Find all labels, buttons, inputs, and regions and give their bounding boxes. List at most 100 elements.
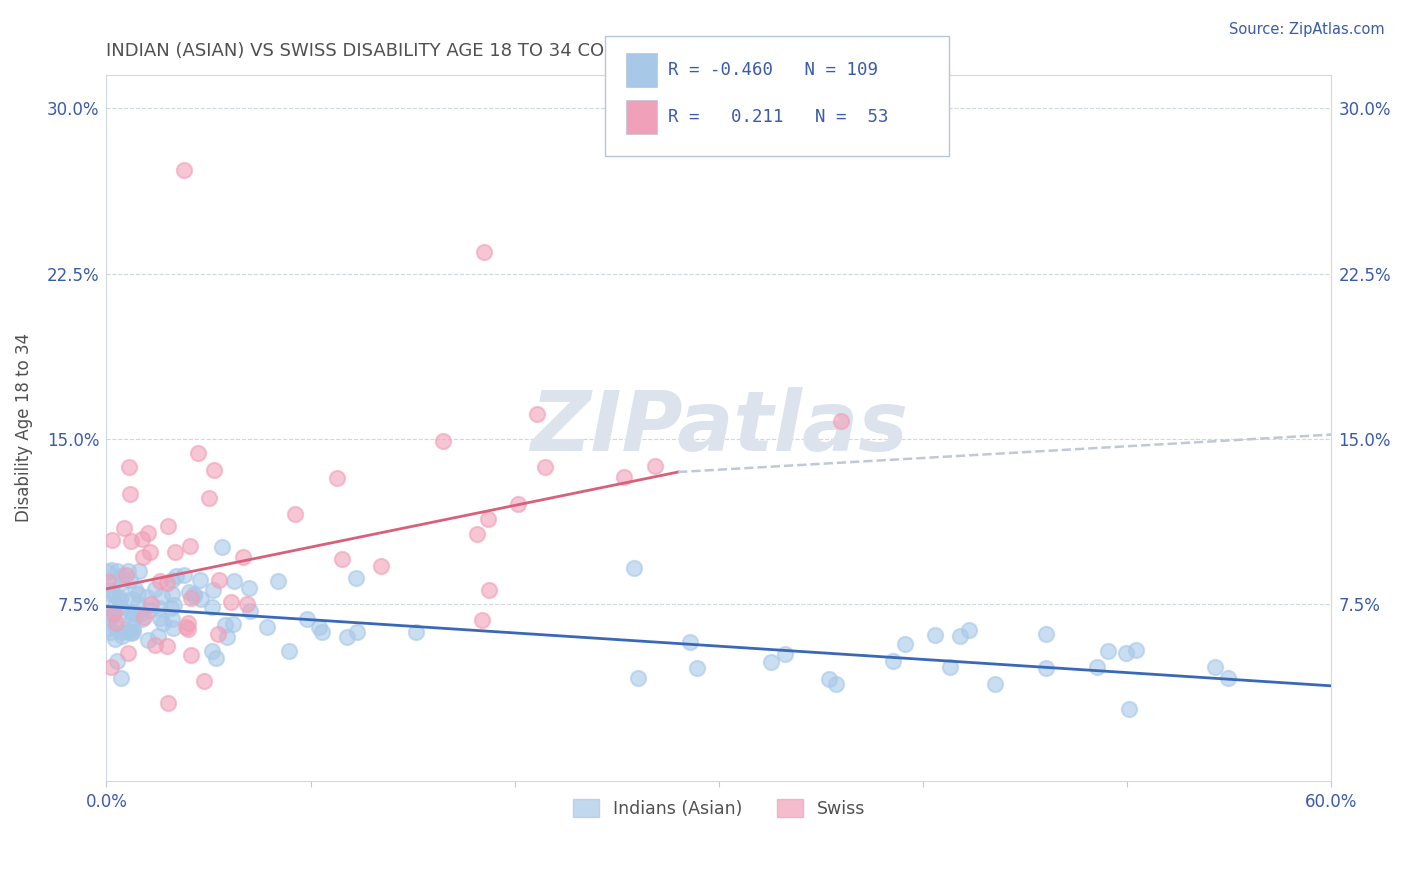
- Point: [132, 549, 155, 564]
- Point: [97, 566, 120, 580]
- Point: [882, 654, 904, 668]
- Text: Source: ZipAtlas.com: Source: ZipAtlas.com: [1229, 22, 1385, 37]
- Point: [149, 574, 172, 589]
- Point: [238, 581, 260, 595]
- Point: [221, 617, 243, 632]
- Point: [135, 590, 157, 604]
- Point: [160, 586, 183, 600]
- Point: [370, 558, 392, 573]
- Point: [188, 574, 211, 588]
- Point: [326, 470, 349, 484]
- Point: [132, 610, 155, 624]
- Point: [405, 625, 427, 640]
- Point: [478, 582, 501, 597]
- Point: [127, 597, 149, 611]
- Point: [1204, 660, 1226, 674]
- Y-axis label: Disability Age 18 to 34: Disability Age 18 to 34: [15, 334, 32, 523]
- Point: [104, 632, 127, 647]
- Point: [201, 644, 224, 658]
- Point: [472, 244, 495, 259]
- Point: [129, 607, 152, 622]
- Point: [232, 550, 254, 565]
- Point: [183, 589, 205, 603]
- Point: [118, 574, 141, 588]
- Point: [219, 595, 242, 609]
- Point: [344, 570, 367, 584]
- Point: [120, 533, 142, 548]
- Point: [193, 673, 215, 688]
- Point: [1218, 671, 1240, 685]
- Point: [120, 487, 142, 501]
- Point: [1097, 644, 1119, 658]
- Point: [506, 497, 529, 511]
- Point: [180, 648, 202, 663]
- Point: [111, 629, 134, 643]
- Point: [148, 600, 170, 615]
- Point: [107, 593, 129, 607]
- Point: [101, 577, 124, 591]
- Point: [311, 624, 333, 639]
- Point: [104, 616, 127, 631]
- Point: [98, 611, 121, 625]
- Point: [149, 610, 172, 624]
- Point: [118, 460, 141, 475]
- Point: [948, 629, 970, 643]
- Point: [284, 507, 307, 521]
- Point: [177, 584, 200, 599]
- Point: [924, 628, 946, 642]
- Point: [179, 539, 201, 553]
- Point: [112, 521, 135, 535]
- Point: [686, 661, 709, 675]
- Point: [100, 659, 122, 673]
- Point: [127, 587, 149, 601]
- Point: [678, 634, 700, 648]
- Point: [957, 624, 980, 638]
- Point: [157, 697, 180, 711]
- Point: [1035, 627, 1057, 641]
- Point: [267, 574, 290, 588]
- Point: [526, 407, 548, 421]
- Legend: Indians (Asian), Swiss: Indians (Asian), Swiss: [565, 792, 872, 825]
- Point: [124, 606, 146, 620]
- Point: [122, 621, 145, 635]
- Point: [110, 591, 132, 606]
- Point: [208, 573, 231, 587]
- Text: ZIPatlas: ZIPatlas: [530, 387, 908, 468]
- Point: [122, 624, 145, 639]
- Point: [644, 458, 666, 473]
- Point: [150, 589, 173, 603]
- Point: [118, 624, 141, 639]
- Point: [138, 545, 160, 559]
- Point: [623, 561, 645, 575]
- Point: [100, 625, 122, 640]
- Point: [165, 569, 187, 583]
- Point: [205, 651, 228, 665]
- Point: [157, 518, 180, 533]
- Point: [984, 677, 1007, 691]
- Point: [176, 622, 198, 636]
- Point: [131, 612, 153, 626]
- Point: [177, 616, 200, 631]
- Point: [187, 445, 209, 459]
- Point: [330, 552, 353, 566]
- Point: [121, 592, 143, 607]
- Point: [101, 608, 124, 623]
- Point: [139, 597, 162, 611]
- Point: [100, 587, 122, 601]
- Point: [160, 573, 183, 587]
- Text: R = -0.460   N = 109: R = -0.460 N = 109: [668, 61, 877, 78]
- Point: [100, 533, 122, 547]
- Point: [214, 618, 236, 632]
- Point: [211, 540, 233, 554]
- Point: [162, 621, 184, 635]
- Point: [159, 601, 181, 615]
- Point: [120, 626, 142, 640]
- Point: [477, 512, 499, 526]
- Point: [112, 608, 135, 623]
- Point: [627, 671, 650, 685]
- Point: [202, 583, 225, 598]
- Point: [117, 646, 139, 660]
- Point: [173, 567, 195, 582]
- Point: [1087, 660, 1109, 674]
- Point: [432, 434, 454, 448]
